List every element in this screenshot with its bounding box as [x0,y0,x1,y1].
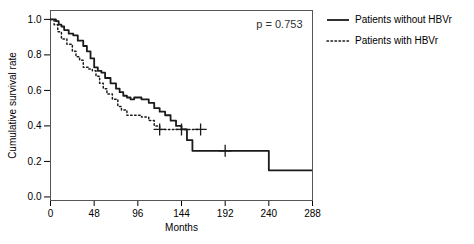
svg-text:144: 144 [173,208,190,219]
svg-text:Months: Months [165,222,198,233]
svg-text:48: 48 [89,208,101,219]
svg-text:96: 96 [132,208,144,219]
svg-text:Cumulative survival rate: Cumulative survival rate [7,52,18,159]
svg-text:0.2: 0.2 [28,156,42,167]
svg-text:192: 192 [217,208,234,219]
svg-text:0: 0 [48,208,54,219]
svg-text:p = 0.753: p = 0.753 [256,18,302,30]
html-text:Patients with HBVr: Patients with HBVr [355,35,438,46]
html-text:Patients without HBVr: Patients without HBVr [355,14,452,25]
svg-text:0.8: 0.8 [28,49,42,60]
svg-text:0.6: 0.6 [28,85,42,96]
svg-text:1.0: 1.0 [28,14,42,25]
svg-text:0.4: 0.4 [28,120,42,131]
svg-text:288: 288 [304,208,321,219]
svg-text:240: 240 [260,208,277,219]
svg-text:0.0: 0.0 [28,191,42,202]
